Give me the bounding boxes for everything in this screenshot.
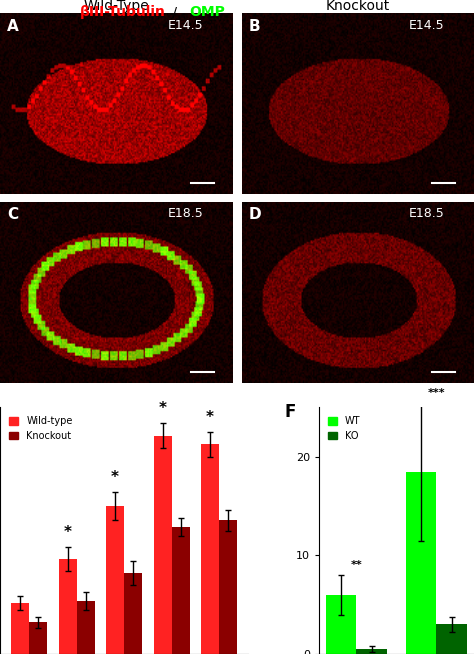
Text: *: * [206,410,214,425]
Text: **: ** [350,560,362,570]
Bar [77,601,95,654]
Text: ***: *** [428,388,445,398]
Bar [326,595,356,654]
Bar [172,527,190,654]
Bar [356,649,387,654]
Text: OMP: OMP [190,5,226,19]
Bar [437,625,467,654]
Text: E14.5: E14.5 [167,18,203,31]
Bar [406,472,437,654]
Bar [219,520,237,654]
Text: E18.5: E18.5 [409,207,445,220]
Bar [11,603,29,654]
Bar [201,445,219,654]
Bar [29,623,47,654]
Title: Knockout: Knockout [326,0,390,13]
Text: βIII-Tubulin: βIII-Tubulin [80,5,166,19]
Text: *: * [64,525,72,540]
Title: Wild-Type: Wild-Type [83,0,149,13]
Bar [124,573,142,654]
Text: C: C [7,207,18,222]
Text: E18.5: E18.5 [167,207,203,220]
Legend: WT, KO: WT, KO [324,413,365,445]
Bar [154,436,172,654]
Bar [106,506,124,654]
Legend: Wild-type, Knockout: Wild-type, Knockout [5,413,76,445]
Text: E14.5: E14.5 [409,18,445,31]
Text: /: / [168,5,182,19]
Text: *: * [158,402,166,417]
Text: *: * [111,470,119,485]
Bar [59,559,77,654]
Text: F: F [285,403,296,421]
Text: A: A [7,18,18,33]
Text: D: D [249,207,261,222]
Text: B: B [249,18,260,33]
